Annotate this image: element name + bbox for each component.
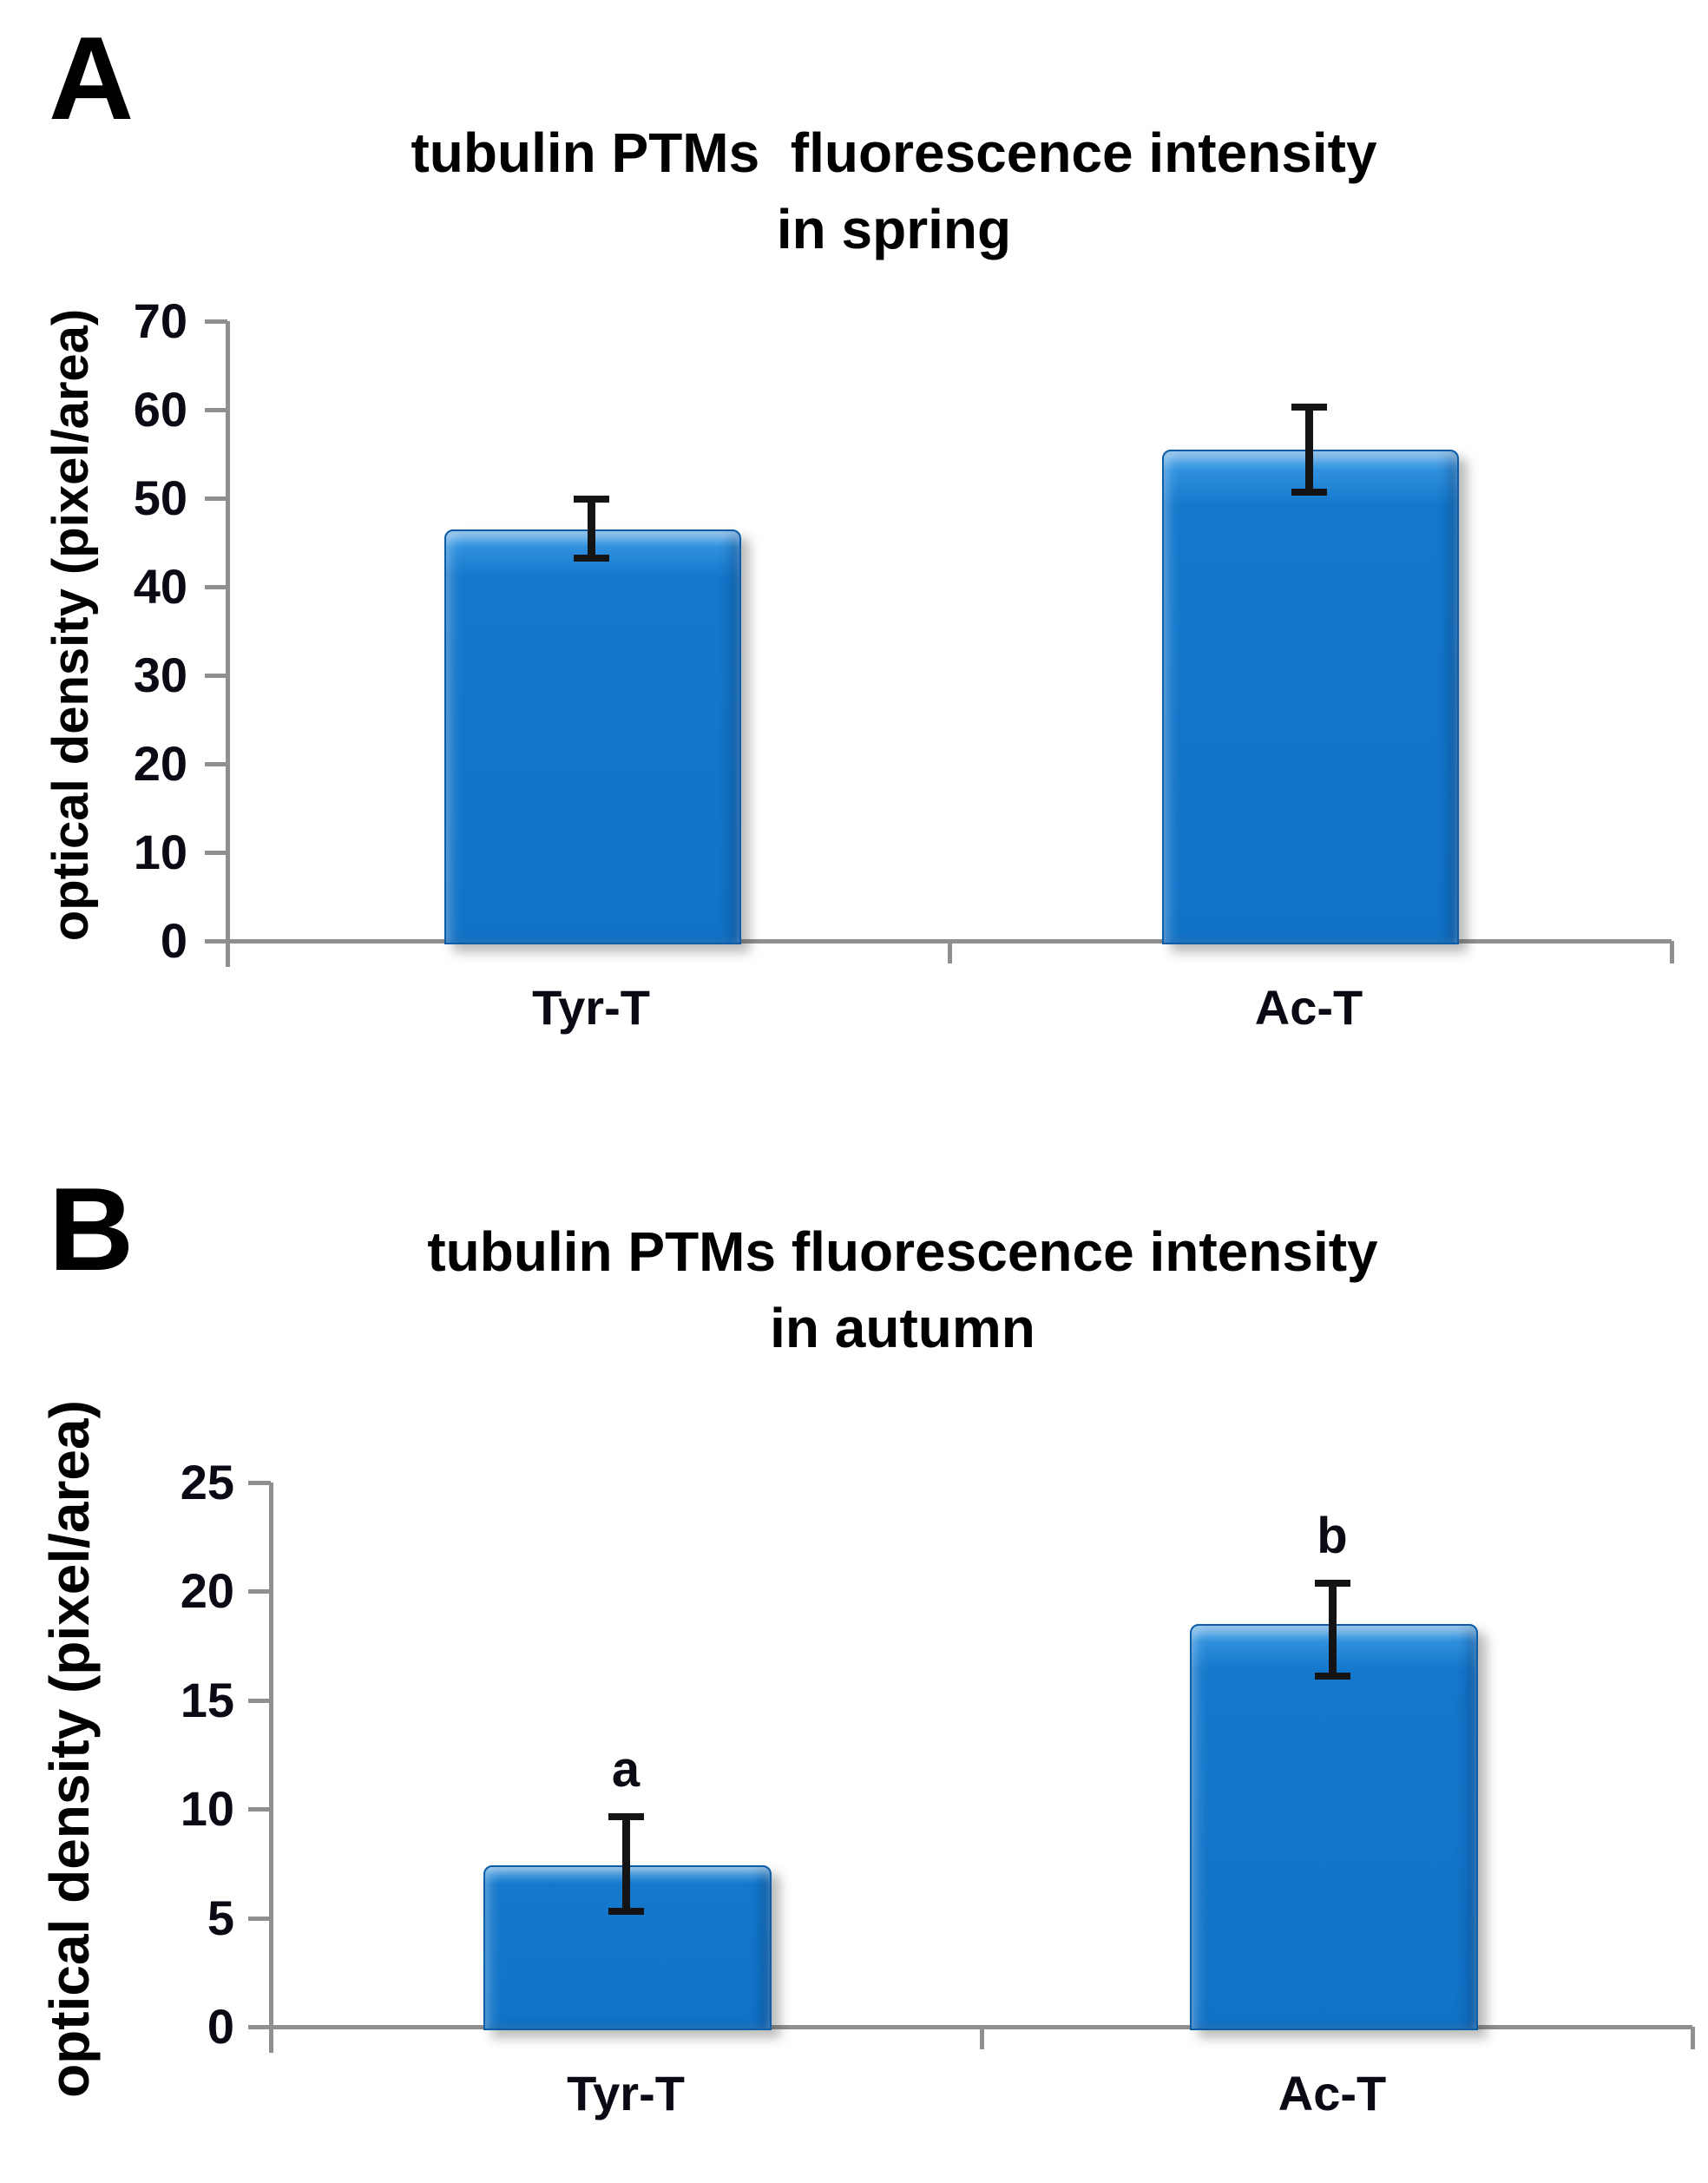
y-tick-label: 5 (207, 1890, 234, 1945)
y-tick-label: 10 (180, 1781, 234, 1837)
x-tick-mark (1670, 941, 1674, 963)
error-bar-cap-bottom (1315, 1673, 1350, 1680)
panel-b-title: tubulin PTMs fluorescence intensity in a… (427, 1220, 1378, 1359)
y-tick-label: 10 (133, 825, 187, 879)
error-bar-cap-top (1291, 403, 1327, 411)
bar-ac-t (1190, 1624, 1478, 2030)
y-tick-mark (205, 319, 227, 324)
y-tick-mark (205, 585, 227, 589)
category-label: Ac-T (1254, 980, 1363, 1035)
error-bar-cap-bottom (574, 555, 609, 562)
x-tick-mark (948, 941, 952, 963)
panel-b-label: B (49, 1163, 135, 1295)
error-bar-cap-top (574, 496, 609, 503)
x-tick-mark (269, 2027, 273, 2049)
y-tick-mark (248, 1698, 271, 1703)
x-tick-mark (1691, 2027, 1695, 2049)
y-tick-mark (205, 939, 227, 944)
y-tick-mark (205, 408, 227, 412)
y-tick-label: 40 (133, 559, 187, 614)
y-tick-mark (248, 2025, 271, 2029)
y-axis-line (226, 321, 230, 967)
error-bar-line (588, 498, 595, 559)
y-tick-mark (248, 1589, 271, 1595)
y-tick-mark (205, 762, 227, 766)
panel-a-title: tubulin PTMs fluorescence intensity in s… (411, 122, 1377, 260)
category-label: Ac-T (1278, 2066, 1387, 2121)
y-tick-label: 0 (207, 1999, 234, 2054)
category-label: Tyr-T (567, 2066, 685, 2121)
y-tick-mark (248, 1916, 271, 1921)
significance-letter: b (1317, 1508, 1348, 1565)
y-tick-mark (248, 1807, 271, 1812)
error-bar-cap-top (1315, 1580, 1350, 1588)
y-tick-label: 0 (160, 913, 187, 968)
y-tick-label: 50 (133, 470, 187, 525)
error-bar-cap-top (608, 1812, 644, 1820)
error-bar-line (1329, 1582, 1337, 1677)
significance-letter: a (611, 1740, 640, 1798)
bar-ac-t (1162, 449, 1459, 944)
bar-tyr-t (444, 529, 741, 944)
error-bar-line (622, 1815, 630, 1912)
error-bar-cap-bottom (608, 1908, 644, 1916)
y-axis-line (269, 1483, 273, 2053)
y-tick-label: 15 (180, 1672, 234, 1727)
x-tick-mark (226, 941, 230, 963)
y-tick-mark (248, 1481, 271, 1485)
error-bar-cap-bottom (1291, 488, 1327, 496)
x-tick-mark (980, 2027, 984, 2049)
y-tick-mark (205, 674, 227, 678)
y-tick-label: 60 (133, 382, 187, 437)
y-tick-mark (205, 496, 227, 501)
error-bar-line (1305, 405, 1313, 492)
y-tick-label: 25 (180, 1455, 234, 1509)
y-tick-label: 30 (133, 648, 187, 702)
panel-a-label: A (49, 12, 135, 144)
y-tick-mark (205, 851, 227, 855)
y-tick-label: 20 (133, 736, 187, 791)
y-tick-label: 20 (180, 1563, 234, 1619)
y-tick-label: 70 (133, 293, 187, 348)
category-label: Tyr-T (532, 980, 650, 1035)
